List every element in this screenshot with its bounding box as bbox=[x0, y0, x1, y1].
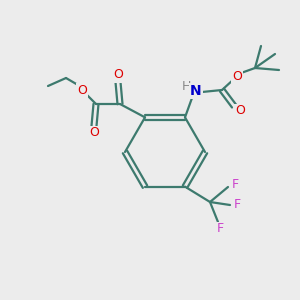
Text: F: F bbox=[216, 223, 224, 236]
Text: N: N bbox=[190, 84, 202, 98]
Text: H: H bbox=[181, 80, 191, 94]
Text: O: O bbox=[89, 127, 99, 140]
Text: F: F bbox=[231, 178, 239, 191]
Text: O: O bbox=[232, 70, 242, 83]
Text: F: F bbox=[233, 199, 241, 212]
Text: O: O bbox=[77, 83, 87, 97]
Text: O: O bbox=[113, 68, 123, 82]
Text: O: O bbox=[235, 104, 245, 118]
